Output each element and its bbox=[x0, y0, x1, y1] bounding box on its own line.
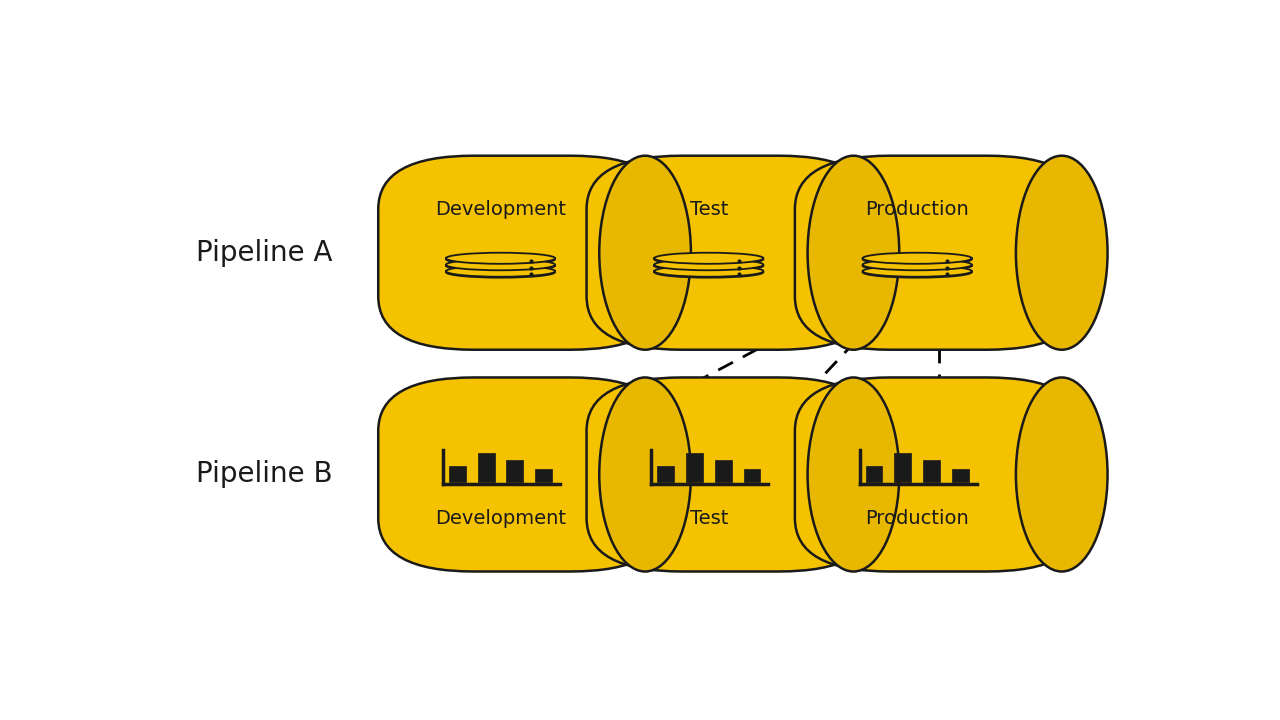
Bar bbox=[445, 271, 556, 272]
Ellipse shape bbox=[445, 253, 556, 264]
FancyBboxPatch shape bbox=[795, 156, 1083, 350]
FancyBboxPatch shape bbox=[379, 156, 666, 350]
Text: Test: Test bbox=[690, 508, 728, 528]
Text: Development: Development bbox=[435, 508, 566, 528]
Text: Production: Production bbox=[865, 508, 969, 528]
Ellipse shape bbox=[654, 260, 763, 271]
FancyBboxPatch shape bbox=[379, 377, 666, 572]
Ellipse shape bbox=[863, 260, 972, 271]
Bar bbox=[654, 258, 763, 259]
Ellipse shape bbox=[445, 266, 556, 278]
Bar bbox=[923, 461, 940, 482]
Ellipse shape bbox=[808, 377, 900, 572]
Bar bbox=[445, 265, 556, 266]
Ellipse shape bbox=[654, 266, 763, 278]
Bar bbox=[654, 271, 763, 272]
Ellipse shape bbox=[445, 259, 556, 270]
Ellipse shape bbox=[808, 156, 900, 350]
Ellipse shape bbox=[445, 253, 556, 265]
Bar bbox=[865, 466, 882, 482]
FancyBboxPatch shape bbox=[586, 156, 874, 350]
Ellipse shape bbox=[863, 259, 972, 270]
Text: Pipeline B: Pipeline B bbox=[196, 461, 333, 488]
Ellipse shape bbox=[863, 266, 972, 278]
Ellipse shape bbox=[1016, 156, 1107, 350]
Text: Production: Production bbox=[865, 199, 969, 219]
Bar bbox=[449, 466, 466, 482]
Bar bbox=[507, 461, 524, 482]
FancyBboxPatch shape bbox=[586, 377, 874, 572]
Ellipse shape bbox=[654, 253, 763, 264]
Ellipse shape bbox=[654, 266, 763, 276]
Ellipse shape bbox=[863, 253, 972, 264]
Ellipse shape bbox=[599, 377, 691, 572]
Bar bbox=[744, 469, 760, 482]
Bar bbox=[952, 469, 969, 482]
Ellipse shape bbox=[599, 156, 691, 350]
Ellipse shape bbox=[445, 266, 556, 276]
Bar bbox=[863, 271, 972, 272]
Bar bbox=[654, 265, 763, 266]
Bar bbox=[714, 461, 732, 482]
Ellipse shape bbox=[863, 253, 972, 265]
Ellipse shape bbox=[445, 260, 556, 271]
Bar bbox=[863, 258, 972, 259]
Ellipse shape bbox=[654, 253, 763, 265]
Bar bbox=[657, 466, 675, 482]
Ellipse shape bbox=[1016, 377, 1107, 572]
Text: Test: Test bbox=[690, 199, 728, 219]
Bar bbox=[863, 265, 972, 266]
Bar bbox=[895, 454, 911, 482]
Bar bbox=[477, 454, 494, 482]
Bar bbox=[686, 454, 703, 482]
Text: Pipeline A: Pipeline A bbox=[196, 239, 333, 266]
Text: Development: Development bbox=[435, 199, 566, 219]
Ellipse shape bbox=[863, 266, 972, 276]
FancyBboxPatch shape bbox=[795, 377, 1083, 572]
Ellipse shape bbox=[654, 259, 763, 270]
Bar bbox=[445, 258, 556, 259]
Bar bbox=[535, 469, 552, 482]
